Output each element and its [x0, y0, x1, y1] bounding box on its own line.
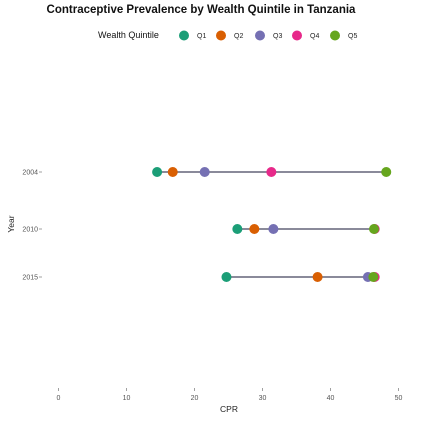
point-2010-q2	[249, 224, 260, 234]
legend-label-q5: Q5	[348, 33, 357, 40]
y-tick-label-2004: 2004	[22, 170, 38, 177]
y-axis-title: Year	[6, 215, 16, 232]
legend-label-q2: Q2	[234, 33, 243, 40]
point-2015-q1	[221, 272, 232, 282]
point-2010-q5	[369, 224, 380, 234]
point-2004-q5	[381, 167, 392, 177]
x-tick-label-10: 10	[123, 395, 131, 402]
legend-swatch-q3	[255, 30, 265, 41]
y-tick-label-2010: 2010	[22, 227, 38, 234]
legend-label-q4: Q4	[310, 33, 319, 40]
legend-swatch-q5	[330, 30, 340, 41]
legend-swatch-q2	[216, 30, 226, 41]
x-axis-title: CPR	[220, 404, 238, 414]
point-2004-q4	[266, 167, 277, 177]
x-tick-label-20: 20	[191, 395, 199, 402]
x-tick-label-50: 50	[395, 395, 403, 402]
point-2010-q1	[232, 224, 243, 234]
chart-title: Contraceptive Prevalence by Wealth Quint…	[47, 4, 356, 16]
point-2004-q2	[167, 167, 178, 177]
point-2010-q3	[268, 224, 279, 234]
x-tick-label-40: 40	[327, 395, 335, 402]
x-tick-label-0: 0	[57, 395, 61, 402]
y-tick-label-2015: 2015	[22, 275, 38, 282]
point-2004-q3	[199, 167, 210, 177]
legend-label-q3: Q3	[273, 33, 282, 40]
legend-label-q1: Q1	[197, 33, 206, 40]
legend-swatch-q1	[179, 30, 189, 41]
plot-area: 0 10 20 30 40 50 2004 2010 2015	[22, 167, 402, 402]
legend: Wealth Quintile Q1 Q2 Q3 Q4 Q5	[98, 30, 357, 41]
point-2004-q1	[152, 167, 163, 177]
point-2015-q2	[312, 272, 323, 282]
legend-swatch-q4	[292, 30, 302, 41]
point-2015-q5	[368, 272, 379, 282]
legend-title: Wealth Quintile	[98, 30, 159, 40]
x-tick-label-30: 30	[259, 395, 267, 402]
